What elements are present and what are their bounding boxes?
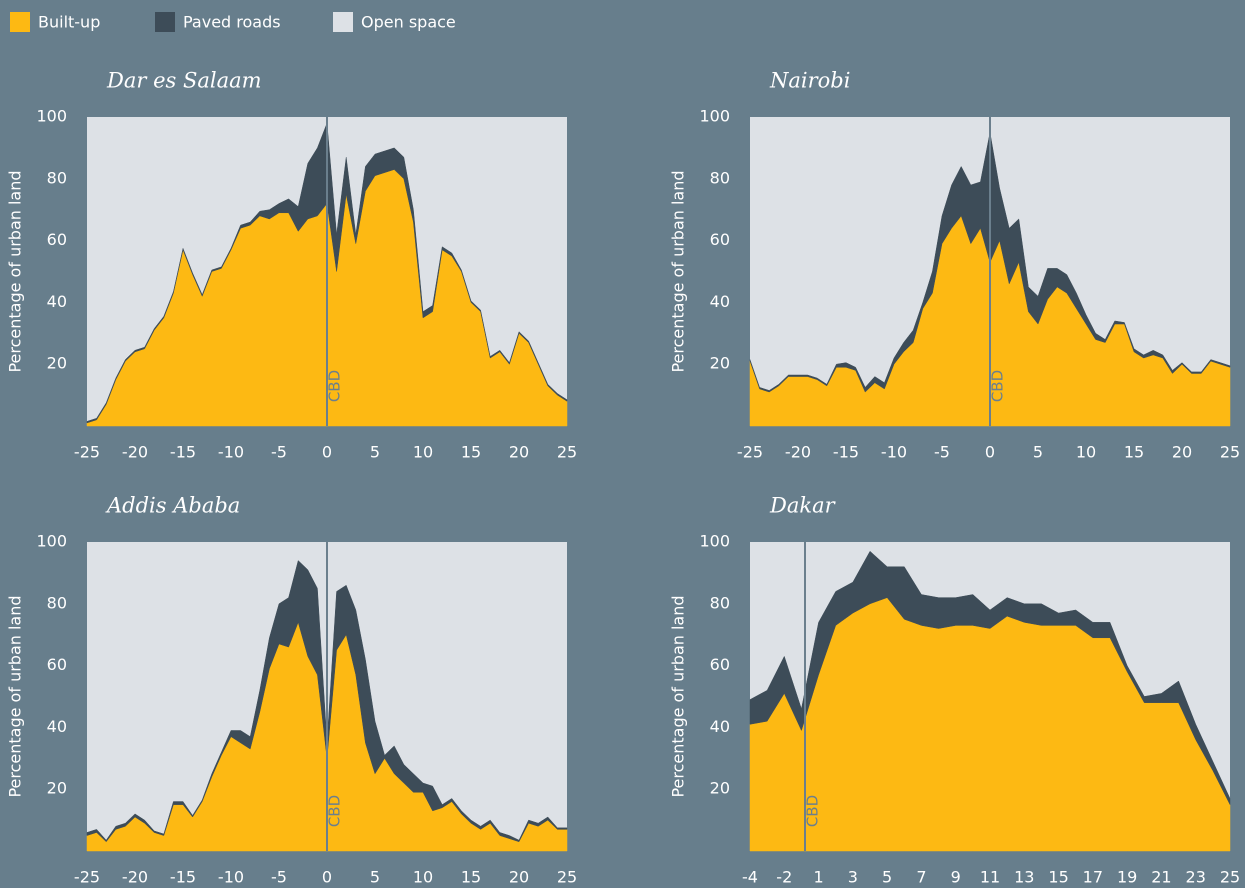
x-tick-label: -5	[934, 443, 950, 462]
chart-title: Dakar	[769, 494, 837, 518]
legend-label: Paved roads	[183, 13, 281, 32]
chart-title: Addis Ababa	[105, 494, 240, 518]
chart-title: Dar es Salaam	[106, 69, 262, 93]
x-tick-label: 7	[916, 868, 926, 887]
y-tick-label: 20	[47, 354, 67, 373]
legend-label: Built-up	[38, 13, 100, 32]
x-tick-label: 9	[951, 868, 961, 887]
y-tick-label: 20	[47, 779, 67, 798]
x-tick-label: -10	[218, 443, 244, 462]
x-tick-label: 19	[1117, 868, 1137, 887]
x-tick-label: -20	[785, 443, 811, 462]
y-tick-label: 80	[710, 593, 730, 612]
x-tick-label: 20	[1172, 443, 1192, 462]
y-tick-label: 100	[699, 107, 730, 126]
x-tick-label: -20	[122, 868, 148, 887]
y-axis-label: Percentage of urban land	[669, 595, 688, 797]
x-tick-label: 15	[461, 868, 481, 887]
x-tick-label: 10	[1076, 443, 1096, 462]
y-tick-label: 100	[699, 532, 730, 551]
x-tick-label: -15	[170, 443, 196, 462]
y-tick-label: 60	[47, 230, 67, 249]
legend-swatch	[10, 12, 30, 32]
y-tick-label: 80	[47, 593, 67, 612]
legend-swatch	[333, 12, 353, 32]
cbd-label: CBD	[804, 795, 822, 827]
y-tick-label: 60	[710, 230, 730, 249]
x-tick-label: -15	[170, 868, 196, 887]
x-tick-label: -20	[122, 443, 148, 462]
x-tick-label: 11	[980, 868, 1000, 887]
y-axis-label: Percentage of urban land	[6, 595, 25, 797]
x-tick-label: 10	[413, 868, 433, 887]
x-tick-label: 15	[1048, 868, 1068, 887]
x-tick-label: 15	[1124, 443, 1144, 462]
y-tick-label: 40	[710, 292, 730, 311]
x-tick-label: -25	[74, 443, 100, 462]
x-tick-label: 20	[509, 868, 529, 887]
y-tick-label: 60	[47, 655, 67, 674]
x-tick-label: 0	[322, 868, 332, 887]
area	[86, 560, 568, 843]
y-axis-label: Percentage of urban land	[669, 170, 688, 372]
y-tick-label: 80	[47, 168, 67, 187]
x-tick-label: -5	[271, 868, 287, 887]
x-tick-label: -2	[776, 868, 792, 887]
x-tick-label: -4	[742, 868, 758, 887]
x-tick-label: -5	[271, 443, 287, 462]
x-tick-label: 25	[1220, 443, 1240, 462]
x-tick-label: 21	[1151, 868, 1171, 887]
x-tick-label: 5	[1033, 443, 1043, 462]
x-tick-label: 23	[1186, 868, 1206, 887]
x-tick-label: 25	[1220, 868, 1240, 887]
x-tick-label: 3	[848, 868, 858, 887]
x-tick-label: 0	[985, 443, 995, 462]
cbd-label: CBD	[989, 370, 1007, 402]
y-tick-label: 80	[710, 168, 730, 187]
x-tick-label: -25	[737, 443, 763, 462]
x-tick-label: 13	[1014, 868, 1034, 887]
y-tick-label: 40	[47, 292, 67, 311]
cbd-label: CBD	[326, 370, 344, 402]
x-tick-label: -10	[881, 443, 907, 462]
x-tick-label: 0	[322, 443, 332, 462]
y-tick-label: 60	[710, 655, 730, 674]
x-tick-label: 5	[370, 868, 380, 887]
x-tick-label: 5	[370, 443, 380, 462]
y-tick-label: 40	[47, 717, 67, 736]
x-tick-label: -10	[218, 868, 244, 887]
x-tick-label: -15	[833, 443, 859, 462]
x-tick-label: -25	[74, 868, 100, 887]
x-tick-label: 25	[557, 443, 577, 462]
area	[749, 550, 1231, 805]
y-axis-label: Percentage of urban land	[6, 170, 25, 372]
cbd-label: CBD	[326, 795, 344, 827]
x-tick-label: 20	[509, 443, 529, 462]
x-tick-label: 15	[461, 443, 481, 462]
x-tick-label: 1	[813, 868, 823, 887]
x-tick-label: 10	[413, 443, 433, 462]
y-tick-label: 100	[36, 532, 67, 551]
legend-swatch	[155, 12, 175, 32]
chart-title: Nairobi	[769, 69, 850, 93]
y-tick-label: 40	[710, 717, 730, 736]
legend-label: Open space	[361, 13, 456, 32]
x-tick-label: 5	[882, 868, 892, 887]
x-tick-label: 25	[557, 868, 577, 887]
y-tick-label: 100	[36, 107, 67, 126]
y-tick-label: 20	[710, 779, 730, 798]
y-tick-label: 20	[710, 354, 730, 373]
x-tick-label: 17	[1083, 868, 1103, 887]
